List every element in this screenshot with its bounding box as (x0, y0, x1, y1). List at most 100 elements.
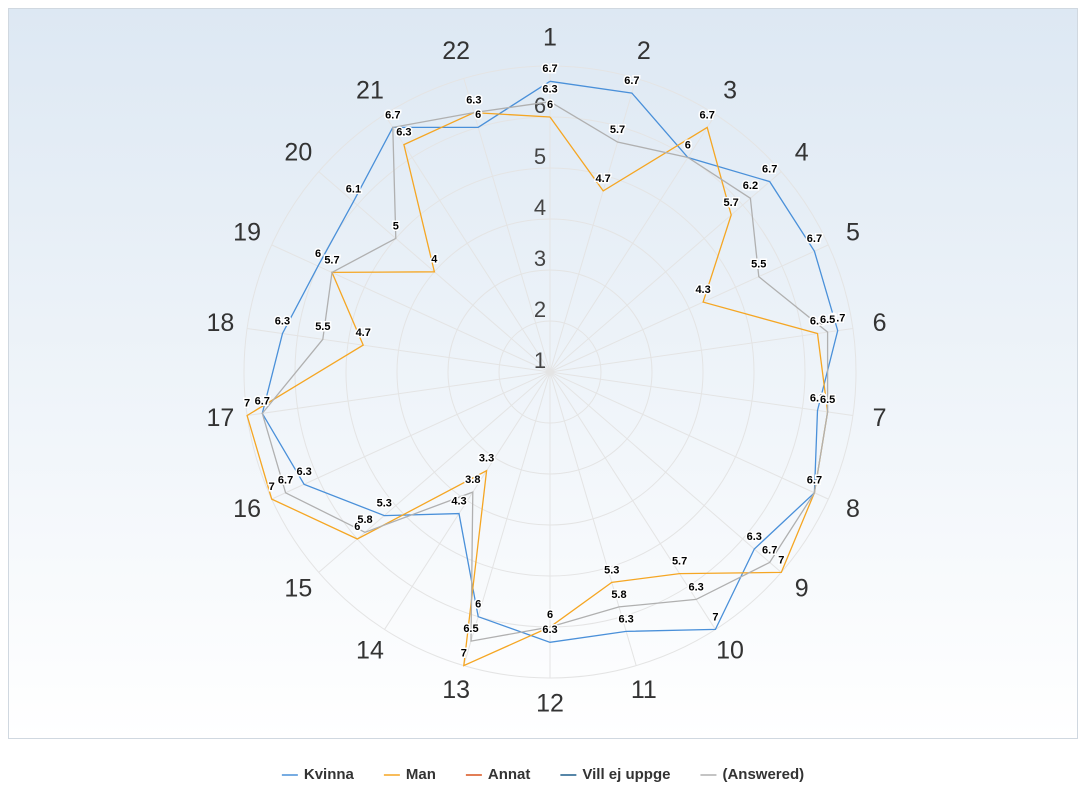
data-label: 4 (431, 254, 438, 266)
data-label: 6 (685, 139, 691, 151)
data-label: 6.3 (542, 84, 557, 96)
spoke (384, 114, 551, 373)
series-line (261, 80, 839, 643)
data-label: 6.3 (466, 95, 481, 107)
data-label: 6.3 (810, 315, 825, 327)
data-label: 6.3 (747, 531, 762, 543)
data-label: 6.5 (463, 623, 478, 635)
data-label: 6.7 (807, 233, 822, 245)
legend-text: Annat (488, 766, 531, 783)
category-label: 18 (206, 309, 234, 337)
spoke (549, 371, 853, 417)
data-label: 6.1 (346, 184, 361, 196)
data-label: 4.3 (695, 284, 710, 296)
data-label: 6.7 (624, 75, 639, 87)
category-label: 2 (637, 37, 651, 65)
radial-tick-label: 3 (534, 246, 546, 271)
data-label: 6 (547, 609, 553, 621)
spoke (384, 371, 551, 630)
spoke (549, 171, 782, 373)
data-label: 6.3 (396, 127, 411, 139)
category-label: 21 (356, 76, 384, 104)
radial-tick-label: 6 (534, 93, 546, 118)
spoke (549, 244, 829, 373)
data-label: 6.7 (807, 475, 822, 487)
category-label: 14 (356, 637, 384, 665)
category-label: 22 (442, 37, 470, 65)
data-label: 5.7 (610, 124, 625, 136)
data-label: 5.8 (357, 514, 372, 526)
category-label: 19 (233, 218, 261, 246)
legend-text: Man (406, 766, 436, 783)
data-label: 6.2 (743, 180, 758, 192)
category-label: 10 (716, 637, 744, 665)
data-label: 6.7 (255, 395, 270, 407)
data-label: 5.3 (377, 498, 392, 510)
data-label: 6 (685, 139, 691, 151)
data-label: 6.3 (542, 624, 557, 636)
data-label: 6.7 (278, 475, 293, 487)
data-label: 6.3 (619, 613, 634, 625)
spoke (549, 371, 637, 666)
spoke (271, 371, 551, 500)
data-label: 7 (712, 611, 718, 623)
data-label: 6.7 (385, 109, 400, 121)
spoke (549, 371, 716, 630)
data-label: 6.5 (820, 314, 835, 326)
data-label: 6.5 (820, 394, 835, 406)
spoke (549, 327, 853, 373)
data-label: 4.3 (451, 495, 466, 507)
data-label: 5.8 (611, 589, 626, 601)
category-label: 9 (795, 575, 809, 603)
data-label: 6.5 (820, 394, 835, 406)
data-label: 6 (547, 609, 553, 621)
category-label: 15 (284, 575, 312, 603)
data-label: 5.7 (672, 556, 687, 568)
category-label: 20 (284, 139, 312, 167)
category-label: 3 (723, 76, 737, 104)
data-label: 7 (461, 648, 467, 660)
data-label: 6 (315, 248, 321, 260)
data-label: 6.3 (296, 466, 311, 478)
data-label: 6 (475, 599, 481, 611)
legend-text: Kvinna (304, 766, 355, 783)
radial-tick-label: 5 (534, 144, 546, 169)
data-label: 7 (269, 481, 275, 493)
category-label: 16 (233, 495, 261, 523)
data-label: 5.3 (604, 564, 619, 576)
category-label: 6 (873, 309, 887, 337)
series-line (261, 101, 829, 642)
data-label: 6.7 (385, 109, 400, 121)
data-label: 6 (475, 109, 481, 121)
category-label: 13 (442, 676, 470, 704)
legend-text: (Answered) (722, 766, 804, 783)
data-label: 3.3 (479, 453, 494, 465)
data-label: 6 (547, 99, 553, 111)
data-label: 6.7 (542, 63, 557, 75)
radial-tick-label: 1 (534, 348, 546, 373)
data-label: 6.7 (762, 544, 777, 556)
data-label: 6.3 (688, 581, 703, 593)
category-label: 12 (536, 690, 564, 718)
data-label: 6.3 (275, 315, 290, 327)
category-label: 4 (795, 139, 809, 167)
spoke (549, 371, 782, 573)
category-label: 17 (206, 404, 234, 432)
category-label: 8 (846, 495, 860, 523)
legend-text: Vill ej uppge (582, 766, 670, 783)
data-label: 5.7 (324, 254, 339, 266)
data-label: 6.7 (762, 164, 777, 176)
data-label: 5.7 (324, 254, 339, 266)
category-label: 7 (873, 404, 887, 432)
data-label: 7 (244, 397, 250, 409)
data-label: 6.3 (810, 392, 825, 404)
data-label: 4.7 (596, 173, 611, 185)
data-label: 6.7 (830, 313, 845, 325)
data-label: 6.7 (807, 475, 822, 487)
spoke (549, 78, 637, 373)
data-label: 6.7 (700, 109, 715, 121)
data-label: 5 (393, 220, 399, 232)
data-label: 7 (778, 554, 784, 566)
data-label: 5.5 (751, 259, 766, 271)
